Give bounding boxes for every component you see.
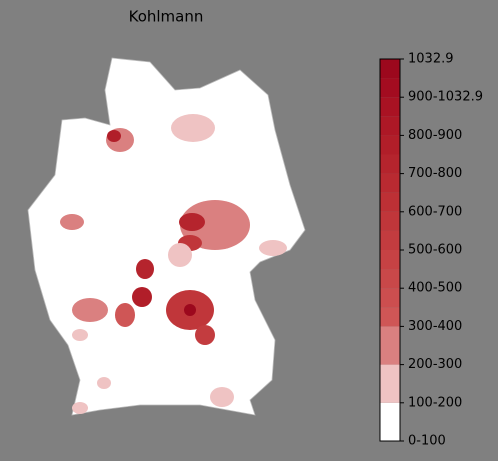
region <box>259 240 287 256</box>
colorbar-label: 600-700 <box>408 204 462 219</box>
country-outline <box>27 57 306 416</box>
colorbar-band <box>380 192 400 212</box>
region <box>136 259 154 279</box>
colorbar-band <box>380 173 400 193</box>
colorbar-band <box>380 402 400 441</box>
colorbar-band <box>380 250 400 270</box>
region <box>72 298 108 322</box>
colorbar: 0-100 100-200 200-300 300-400 400-500 500-600… <box>379 52 483 449</box>
region <box>171 114 215 142</box>
colorbar-band <box>380 230 400 250</box>
region <box>72 329 88 341</box>
region <box>97 377 111 389</box>
colorbar-band <box>380 364 400 403</box>
region <box>60 214 84 230</box>
map-title: Kohlmann <box>129 8 204 26</box>
colorbar-label: 700-800 <box>408 166 462 181</box>
colorbar-band <box>380 211 400 231</box>
colorbar-band <box>380 135 400 155</box>
colorbar-label: 800-900 <box>408 128 462 143</box>
colorbar-band <box>380 288 400 308</box>
region <box>210 387 234 407</box>
region <box>107 130 121 142</box>
germany-map <box>27 57 306 416</box>
colorbar-label: 300-400 <box>408 319 462 334</box>
region <box>115 303 135 327</box>
colorbar-label: 200-300 <box>408 357 462 372</box>
region <box>184 304 196 316</box>
colorbar-label: 1032.9 <box>408 52 454 67</box>
region <box>132 287 152 307</box>
colorbar-band <box>380 307 400 327</box>
colorbar-band <box>380 116 400 136</box>
colorbar-band <box>380 97 400 117</box>
colorbar-band <box>380 154 400 174</box>
colorbar-band <box>380 59 400 79</box>
colorbar-band <box>380 326 400 365</box>
region <box>168 243 192 267</box>
colorbar-label: 900-1032.9 <box>408 90 483 105</box>
colorbar-label: 0-100 <box>408 434 446 449</box>
colorbar-band <box>380 78 400 98</box>
colorbar-band <box>380 269 400 289</box>
region <box>195 325 215 345</box>
region <box>72 402 88 414</box>
colorbar-label: 100-200 <box>408 395 462 410</box>
region <box>179 213 205 231</box>
colorbar-label: 500-600 <box>408 243 462 258</box>
colorbar-label: 400-500 <box>408 281 462 296</box>
